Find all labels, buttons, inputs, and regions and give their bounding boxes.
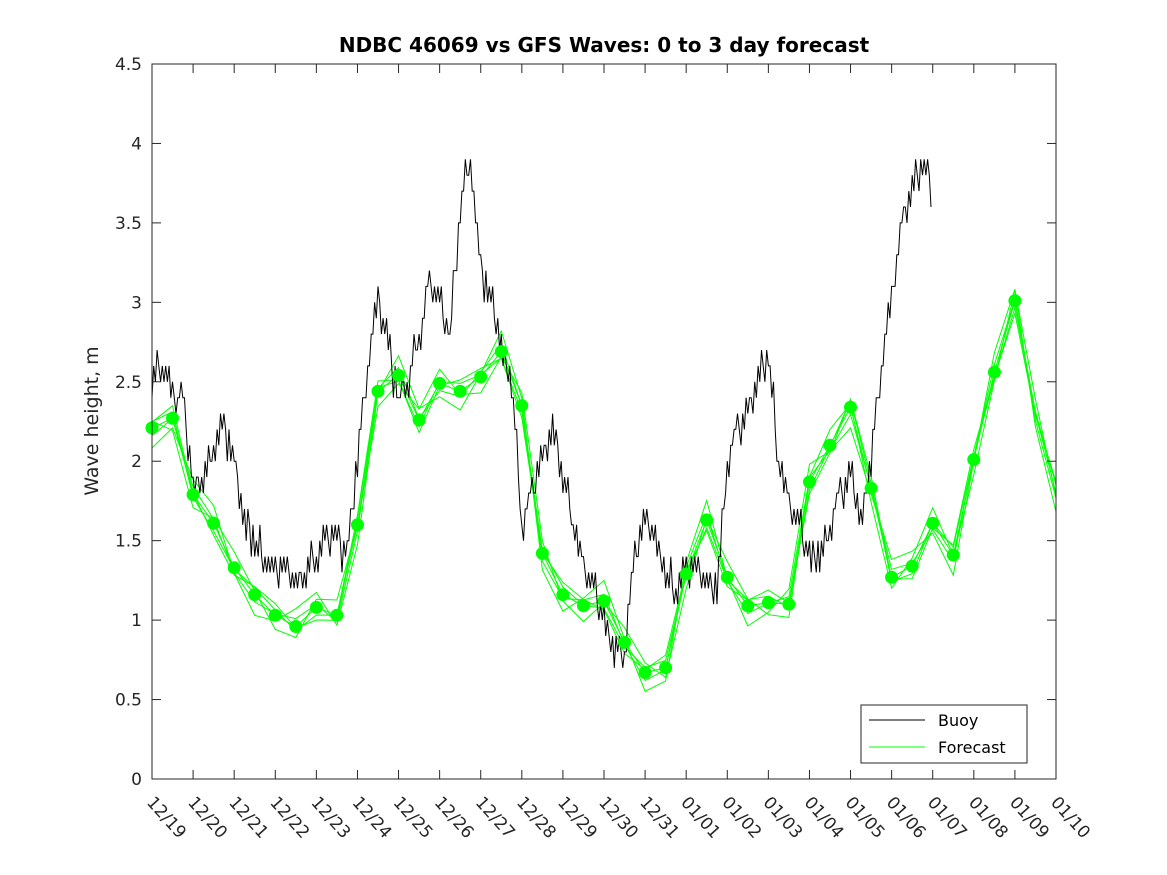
x-tick-label: 01/08 — [964, 793, 1012, 843]
forecast-line — [151, 299, 1057, 682]
forecast-marker — [371, 384, 385, 398]
x-tick-label: 12/30 — [594, 793, 642, 843]
x-tick-label: 01/01 — [676, 793, 724, 843]
y-axis-label: Wave height, m — [81, 346, 103, 495]
forecast-line — [151, 289, 1057, 692]
forecast-marker — [844, 400, 857, 414]
forecast-marker — [720, 570, 734, 584]
forecast-marker — [577, 599, 590, 613]
x-tick-label: 01/06 — [882, 793, 930, 843]
forecast-marker — [700, 513, 714, 527]
x-tick-label: 01/05 — [841, 793, 889, 843]
x-tick-label: 01/07 — [923, 793, 971, 843]
forecast-marker — [474, 370, 488, 384]
legend-box — [860, 704, 1028, 764]
y-tick-label: 2 — [131, 452, 142, 472]
forecast-marker — [535, 546, 549, 560]
forecast-marker — [967, 453, 981, 467]
forecast-marker — [289, 620, 303, 633]
forecast-marker — [659, 661, 673, 675]
y-tick-label: 1.5 — [115, 532, 142, 552]
forecast-marker — [412, 413, 426, 427]
forecast-marker — [268, 608, 282, 622]
x-tick-label: 12/21 — [224, 793, 272, 843]
forecast-marker — [248, 588, 262, 602]
x-tick-label: 01/02 — [718, 793, 766, 843]
forecast-marker — [433, 376, 447, 390]
forecast-marker — [864, 481, 878, 495]
forecast-marker — [905, 559, 919, 573]
plot-area — [152, 64, 1056, 779]
x-tick-label: 12/29 — [553, 793, 601, 843]
forecast-marker — [556, 588, 570, 602]
forecast-marker — [618, 635, 631, 649]
x-tick-label: 12/27 — [471, 793, 519, 843]
x-tick-label: 01/04 — [800, 793, 848, 843]
legend-buoy-label: Buoy — [938, 711, 978, 730]
forecast-marker — [453, 384, 467, 398]
x-tick-label: 01/10 — [1046, 793, 1094, 843]
forecast-marker — [1008, 294, 1022, 308]
buoy-line — [151, 159, 932, 668]
y-tick-label: 1 — [131, 611, 142, 631]
x-tick-label: 12/22 — [266, 793, 314, 843]
y-tick-label: 4 — [131, 134, 142, 154]
forecast-marker — [330, 608, 344, 622]
forecast-marker — [597, 594, 611, 608]
forecast-marker — [309, 600, 323, 614]
forecast-marker — [885, 570, 899, 584]
forecast-markers — [145, 294, 1022, 679]
forecast-marker — [987, 365, 1001, 379]
y-tick-label: 3.5 — [115, 214, 142, 234]
forecast-marker — [186, 488, 200, 502]
forecast-marker — [823, 438, 837, 452]
forecast-marker — [679, 567, 693, 581]
x-tick-label: 12/26 — [430, 793, 478, 843]
forecast-marker — [638, 666, 652, 679]
y-tick-label: 3 — [131, 293, 142, 313]
forecast-marker — [741, 599, 755, 613]
x-tick-label: 12/28 — [512, 793, 560, 843]
forecast-marker — [392, 368, 405, 382]
forecast-marker — [761, 596, 775, 610]
forecast-marker — [926, 516, 940, 530]
forecast-marker — [166, 411, 179, 425]
buoy-series — [151, 159, 932, 668]
forecast-marker — [494, 345, 508, 359]
y-tick-label: 4.5 — [115, 55, 142, 75]
forecast-marker — [351, 518, 364, 532]
y-tick-label: 0.5 — [115, 691, 142, 711]
x-tick-label: 01/09 — [1005, 793, 1053, 843]
x-tick-label: 12/23 — [307, 793, 355, 843]
x-tick-label: 12/24 — [348, 793, 396, 843]
forecast-marker — [946, 548, 960, 562]
y-axis: 0 0.5 1 1.5 2 2.5 3 3.5 4 4.5 — [115, 55, 1056, 790]
legend: Buoy Forecast — [860, 704, 1028, 764]
forecast-marker — [227, 561, 241, 575]
forecast-marker — [803, 475, 816, 489]
chart-title: NDBC 46069 vs GFS Waves: 0 to 3 day fore… — [339, 33, 870, 57]
forecast-marker — [207, 516, 221, 530]
y-tick-label: 2.5 — [115, 373, 142, 393]
x-tick-label: 01/03 — [759, 793, 807, 843]
legend-forecast-label: Forecast — [938, 738, 1006, 757]
x-tick-label: 12/19 — [142, 793, 190, 843]
forecast-marker — [515, 399, 529, 413]
x-tick-label: 12/31 — [635, 793, 683, 843]
x-tick-label: 12/25 — [389, 793, 437, 843]
forecast-marker — [782, 597, 796, 611]
y-tick-label: 0 — [131, 770, 142, 790]
x-tick-label: 12/20 — [183, 793, 231, 843]
